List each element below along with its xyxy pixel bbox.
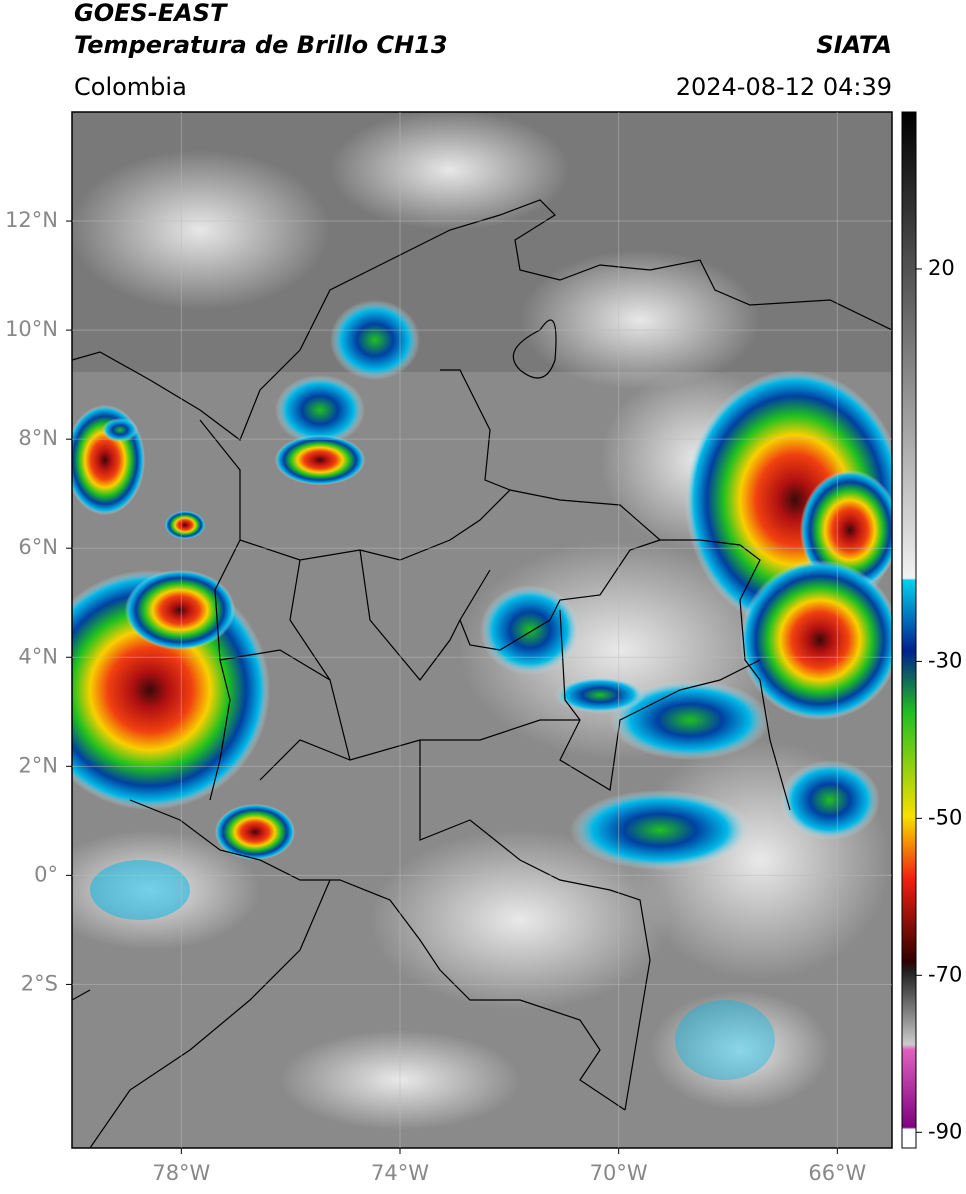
region: Colombia [74, 73, 187, 101]
y-tick-label: 10°N [5, 317, 58, 341]
x-tick-label: 66°W [808, 1161, 866, 1185]
y-tick-label: 0° [34, 862, 58, 886]
x-tick-label: 74°W [371, 1161, 429, 1185]
source: SIATA [816, 31, 892, 59]
satellite-image [72, 112, 892, 1148]
y-tick-label: 2°S [21, 971, 58, 995]
subtitle: Temperatura de Brillo CH13 [74, 31, 448, 59]
title: GOES-EAST [74, 0, 228, 27]
datetime: 2024-08-12 04:39 [676, 73, 892, 101]
colorbar-label: -90 [928, 1119, 962, 1143]
y-tick-label: 12°N [5, 208, 58, 232]
y-tick-label: 6°N [18, 535, 58, 559]
map-frame [71, 111, 893, 1149]
y-tick-label: 8°N [18, 426, 58, 450]
x-tick-label: 78°W [152, 1161, 210, 1185]
colorbar-label: -70 [928, 962, 962, 986]
y-tick-label: 4°N [18, 644, 58, 668]
colorbar [901, 111, 917, 1149]
colorbar-label: 20 [928, 256, 955, 280]
x-tick-label: 70°W [590, 1161, 648, 1185]
colorbar-label: -30 [928, 648, 962, 672]
y-tick-label: 2°N [18, 753, 58, 777]
colorbar-label: -50 [928, 805, 962, 829]
